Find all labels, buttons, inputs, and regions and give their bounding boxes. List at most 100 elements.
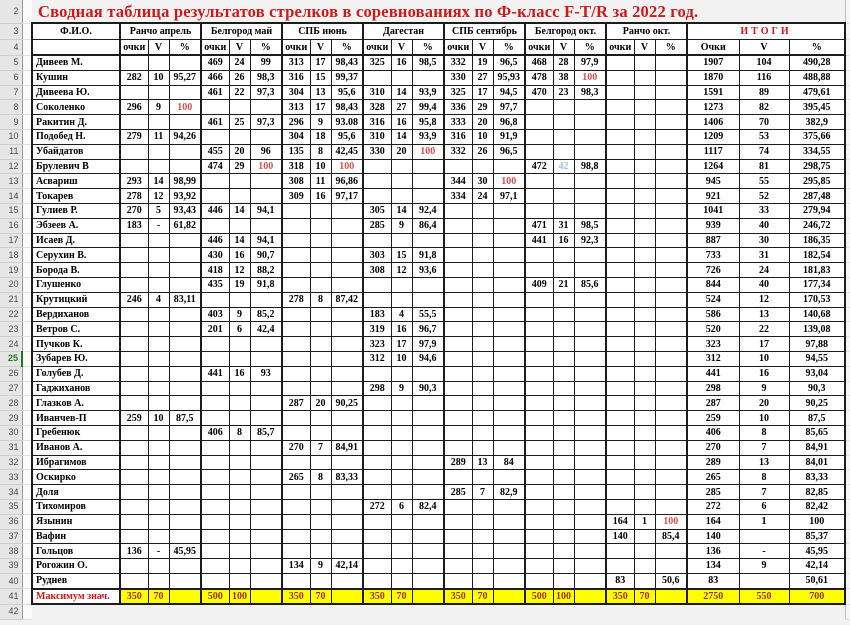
score-cell[interactable] xyxy=(390,572,413,590)
score-cell[interactable]: 726 xyxy=(686,262,740,278)
score-cell[interactable] xyxy=(471,247,494,264)
score-cell[interactable] xyxy=(119,54,149,71)
score-cell[interactable]: 140,68 xyxy=(788,306,847,323)
score-cell[interactable]: 100 xyxy=(788,513,847,530)
score-cell[interactable] xyxy=(443,572,473,590)
row-number[interactable]: 20 xyxy=(0,277,23,293)
score-cell[interactable]: 12 xyxy=(147,188,170,204)
score-cell[interactable]: 312 xyxy=(686,350,740,367)
score-cell[interactable] xyxy=(168,424,202,441)
score-cell[interactable]: 82,42 xyxy=(788,498,847,515)
max-value-cell[interactable]: 700 xyxy=(788,587,847,606)
player-name-cell[interactable]: Дивеев М. xyxy=(31,54,121,71)
score-cell[interactable] xyxy=(119,484,149,500)
totals-subheader-cell[interactable]: Очки xyxy=(686,39,740,56)
score-cell[interactable] xyxy=(330,454,364,471)
max-value-cell[interactable]: 70 xyxy=(309,587,332,606)
subheader-cell[interactable]: % xyxy=(654,39,688,56)
score-cell[interactable]: 83 xyxy=(605,572,635,590)
score-cell[interactable] xyxy=(362,543,392,560)
score-cell[interactable] xyxy=(200,291,230,308)
score-cell[interactable]: 287 xyxy=(686,395,740,412)
score-cell[interactable] xyxy=(573,350,607,367)
player-name-cell[interactable]: Дивеева Ю. xyxy=(31,84,121,101)
score-cell[interactable]: 323 xyxy=(686,336,740,352)
score-cell[interactable] xyxy=(362,232,392,249)
score-cell[interactable] xyxy=(492,291,526,308)
score-cell[interactable] xyxy=(281,410,311,426)
score-cell[interactable] xyxy=(228,188,251,204)
score-cell[interactable] xyxy=(168,513,202,530)
player-name-cell[interactable]: Иванов А. xyxy=(31,439,121,456)
score-cell[interactable] xyxy=(605,395,635,412)
score-cell[interactable] xyxy=(471,336,494,352)
score-cell[interactable]: 85,2 xyxy=(249,306,283,323)
score-cell[interactable] xyxy=(573,99,607,116)
score-cell[interactable] xyxy=(573,513,607,530)
score-cell[interactable]: 74 xyxy=(738,143,790,160)
score-cell[interactable]: 13 xyxy=(738,306,790,323)
score-cell[interactable] xyxy=(443,410,473,426)
score-cell[interactable]: 94,5 xyxy=(492,84,526,101)
score-cell[interactable]: 12 xyxy=(228,262,251,278)
score-cell[interactable] xyxy=(249,528,283,545)
row-number[interactable]: 13 xyxy=(0,173,23,190)
row-number[interactable]: 41 xyxy=(0,588,23,605)
score-cell[interactable]: 29 xyxy=(471,99,494,116)
score-cell[interactable] xyxy=(281,202,311,219)
score-cell[interactable] xyxy=(573,528,607,545)
score-cell[interactable] xyxy=(168,498,202,515)
score-cell[interactable] xyxy=(249,395,283,412)
group-header-2[interactable]: СПБ июнь xyxy=(281,22,364,40)
score-cell[interactable]: 87,42 xyxy=(330,291,364,308)
score-cell[interactable]: 93,04 xyxy=(788,365,847,382)
score-cell[interactable]: 939 xyxy=(686,217,740,234)
score-cell[interactable] xyxy=(492,202,526,219)
group-header-1[interactable]: Белгород май xyxy=(200,22,283,40)
group-header-5[interactable]: Белгород окт. xyxy=(524,22,607,40)
score-cell[interactable]: 15 xyxy=(390,247,413,264)
score-cell[interactable] xyxy=(411,410,445,426)
score-cell[interactable] xyxy=(362,69,392,86)
score-cell[interactable] xyxy=(471,513,494,530)
score-cell[interactable] xyxy=(605,424,635,441)
score-cell[interactable] xyxy=(309,247,332,264)
score-cell[interactable]: 8 xyxy=(309,291,332,308)
player-name-cell[interactable]: Эбзеев А. xyxy=(31,217,121,234)
score-cell[interactable]: 97,9 xyxy=(573,54,607,71)
score-cell[interactable] xyxy=(605,128,635,145)
score-cell[interactable] xyxy=(147,454,170,471)
score-cell[interactable]: 85,4 xyxy=(654,528,688,545)
max-value-cell[interactable]: 70 xyxy=(471,587,494,606)
score-cell[interactable] xyxy=(390,410,413,426)
score-cell[interactable] xyxy=(654,247,688,264)
score-cell[interactable]: 7 xyxy=(309,439,332,456)
subheader-cell[interactable]: очки xyxy=(281,39,311,56)
score-cell[interactable]: 19 xyxy=(471,54,494,71)
score-cell[interactable]: 270 xyxy=(281,439,311,456)
player-name-cell[interactable]: Голубев Д. xyxy=(31,365,121,382)
score-cell[interactable]: 177,34 xyxy=(788,276,847,293)
player-name-cell[interactable]: Гольцов xyxy=(31,543,121,560)
score-cell[interactable]: 93,43 xyxy=(168,202,202,219)
score-cell[interactable] xyxy=(471,262,494,278)
score-cell[interactable]: 93,9 xyxy=(411,84,445,101)
score-cell[interactable] xyxy=(200,454,230,471)
score-cell[interactable]: 85,37 xyxy=(788,528,847,545)
score-cell[interactable] xyxy=(605,173,635,190)
score-cell[interactable] xyxy=(524,350,554,367)
score-cell[interactable]: 85,7 xyxy=(249,424,283,441)
score-cell[interactable] xyxy=(471,572,494,590)
score-cell[interactable] xyxy=(552,558,575,574)
score-cell[interactable] xyxy=(147,143,170,160)
score-cell[interactable] xyxy=(309,276,332,293)
score-cell[interactable] xyxy=(552,469,575,486)
score-cell[interactable] xyxy=(228,528,251,545)
score-cell[interactable] xyxy=(654,84,688,101)
score-cell[interactable] xyxy=(443,350,473,367)
score-cell[interactable] xyxy=(654,380,688,397)
score-cell[interactable] xyxy=(200,528,230,545)
max-value-cell[interactable]: 350 xyxy=(605,587,635,606)
score-cell[interactable]: 40 xyxy=(738,276,790,293)
score-cell[interactable] xyxy=(654,54,688,71)
